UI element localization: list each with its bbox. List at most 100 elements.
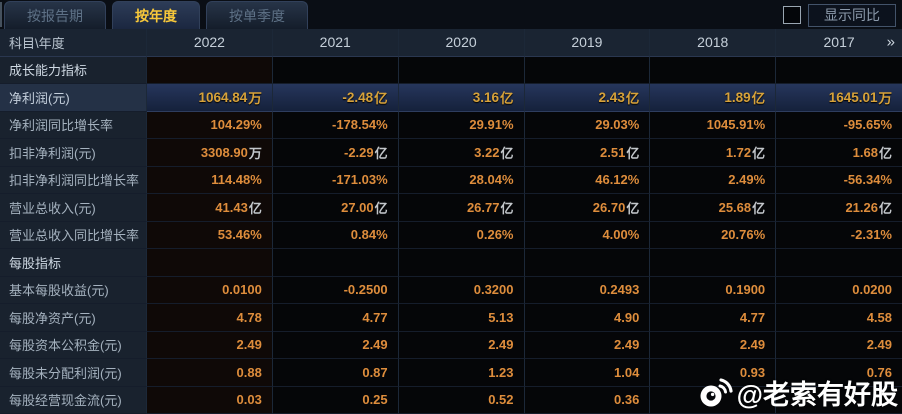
row-label: 营业总收入(元) xyxy=(0,194,147,222)
value-cell: 20.76% xyxy=(650,221,777,249)
value-cell: 2.49 xyxy=(524,331,651,359)
value-cell xyxy=(650,56,777,84)
year-header-2020: 2020 xyxy=(398,29,525,57)
value-cell: -171.03% xyxy=(272,166,399,194)
value-cell: 3308.90 万 xyxy=(147,139,273,167)
value-cell: 25.68 亿 xyxy=(650,194,777,222)
value-cell: 0.36 xyxy=(524,386,651,414)
value-cell xyxy=(776,249,902,277)
more-columns-icon[interactable]: » xyxy=(886,33,895,51)
value-cell: 0.26% xyxy=(398,221,525,249)
value-cell: 27.00 亿 xyxy=(272,194,399,222)
value-cell: 1045.91% xyxy=(650,111,777,139)
period-tab-bar: 按报告期 按年度 按单季度 显示同比 xyxy=(0,0,902,29)
value-cell: 2.49% xyxy=(650,166,777,194)
value-cell: 2.49 xyxy=(272,331,399,359)
period-tabs: 按报告期 按年度 按单季度 xyxy=(4,1,314,29)
value-cell: 0.76 xyxy=(776,359,902,387)
value-cell: 0.0200 xyxy=(776,276,902,304)
value-cell xyxy=(776,56,902,84)
show-yoy-checkbox[interactable] xyxy=(783,6,801,24)
row-label: 营业总收入同比增长率 xyxy=(0,221,147,249)
row-label: 净利润同比增长率 xyxy=(0,111,147,139)
value-cell: 0.93 xyxy=(650,359,777,387)
row-label: 每股经营现金流(元) xyxy=(0,386,147,414)
value-cell xyxy=(524,249,651,277)
value-cell: 28.04% xyxy=(398,166,525,194)
value-cell: 3.22 亿 xyxy=(398,139,525,167)
tab-1[interactable]: 按年度 xyxy=(112,1,200,29)
value-cell: 1.68 亿 xyxy=(776,139,902,167)
corner-header: 科目\年度 xyxy=(0,29,147,57)
value-cell: 1064.84 万 xyxy=(147,84,273,112)
value-cell: 2.51 亿 xyxy=(524,139,651,167)
value-cell: 0.03 xyxy=(147,386,273,414)
tab-0[interactable]: 按报告期 xyxy=(4,1,106,29)
value-cell: 21.26 亿 xyxy=(776,194,902,222)
show-yoy-button[interactable]: 显示同比 xyxy=(808,3,896,27)
value-cell: -2.31% xyxy=(776,221,902,249)
value-cell: 26.77 亿 xyxy=(398,194,525,222)
value-cell: 104.29% xyxy=(147,111,273,139)
value-cell: 4.00% xyxy=(524,221,651,249)
value-cell: -178.54% xyxy=(272,111,399,139)
value-cell: 29.91% xyxy=(398,111,525,139)
value-cell: 4.77 xyxy=(272,304,399,332)
row-label: 每股净资产(元) xyxy=(0,304,147,332)
value-cell: 0.0100 xyxy=(147,276,273,304)
year-header-2022: 2022 xyxy=(147,29,273,57)
year-header-2019: 2019 xyxy=(524,29,651,57)
value-cell: 2.49 xyxy=(650,331,777,359)
value-cell: 0.87 xyxy=(272,359,399,387)
value-cell: 114.48% xyxy=(147,166,273,194)
value-cell xyxy=(650,386,777,414)
value-cell: 0.3200 xyxy=(398,276,525,304)
value-cell: 0.52 xyxy=(398,386,525,414)
value-cell: -2.48 亿 xyxy=(272,84,399,112)
value-cell: 4.58 xyxy=(776,304,902,332)
value-cell: 41.43 亿 xyxy=(147,194,273,222)
value-cell xyxy=(398,249,525,277)
value-cell: 1.89 亿 xyxy=(650,84,777,112)
value-cell: 0.84% xyxy=(272,221,399,249)
value-cell: 1.04 xyxy=(524,359,651,387)
value-cell xyxy=(398,56,525,84)
value-cell: 0.25 xyxy=(272,386,399,414)
value-cell: 53.46% xyxy=(147,221,273,249)
tab-2[interactable]: 按单季度 xyxy=(206,1,308,29)
row-label: 每股资本公积金(元) xyxy=(0,331,147,359)
value-cell: 2.49 xyxy=(398,331,525,359)
row-label: 净利润(元) xyxy=(0,84,147,112)
year-header-2018: 2018 xyxy=(650,29,777,57)
value-cell: 4.78 xyxy=(147,304,273,332)
row-label: 扣非净利润同比增长率 xyxy=(0,166,147,194)
year-header-2017: 2017» xyxy=(776,29,902,57)
year-header-2021: 2021 xyxy=(272,29,399,57)
value-cell xyxy=(650,249,777,277)
value-cell xyxy=(776,386,902,414)
row-label: 扣非净利润(元) xyxy=(0,139,147,167)
value-cell: 5.13 xyxy=(398,304,525,332)
value-cell xyxy=(272,56,399,84)
value-cell: 26.70 亿 xyxy=(524,194,651,222)
value-cell: -2.29 亿 xyxy=(272,139,399,167)
section-label: 每股指标 xyxy=(0,249,147,277)
value-cell: 2.49 xyxy=(147,331,273,359)
value-cell: 4.90 xyxy=(524,304,651,332)
value-cell: 4.77 xyxy=(650,304,777,332)
row-label: 每股未分配利润(元) xyxy=(0,359,147,387)
value-cell: 1.23 xyxy=(398,359,525,387)
value-cell: 2.49 xyxy=(776,331,902,359)
value-cell xyxy=(524,56,651,84)
value-cell: -0.2500 xyxy=(272,276,399,304)
section-label: 成长能力指标 xyxy=(0,56,147,84)
value-cell: 0.1900 xyxy=(650,276,777,304)
value-cell: 2.43 亿 xyxy=(524,84,651,112)
left-edge-divider xyxy=(0,2,2,27)
value-cell xyxy=(147,56,273,84)
value-cell xyxy=(147,249,273,277)
value-cell: 0.2493 xyxy=(524,276,651,304)
value-cell: 46.12% xyxy=(524,166,651,194)
value-cell: 1645.01 万 xyxy=(776,84,902,112)
